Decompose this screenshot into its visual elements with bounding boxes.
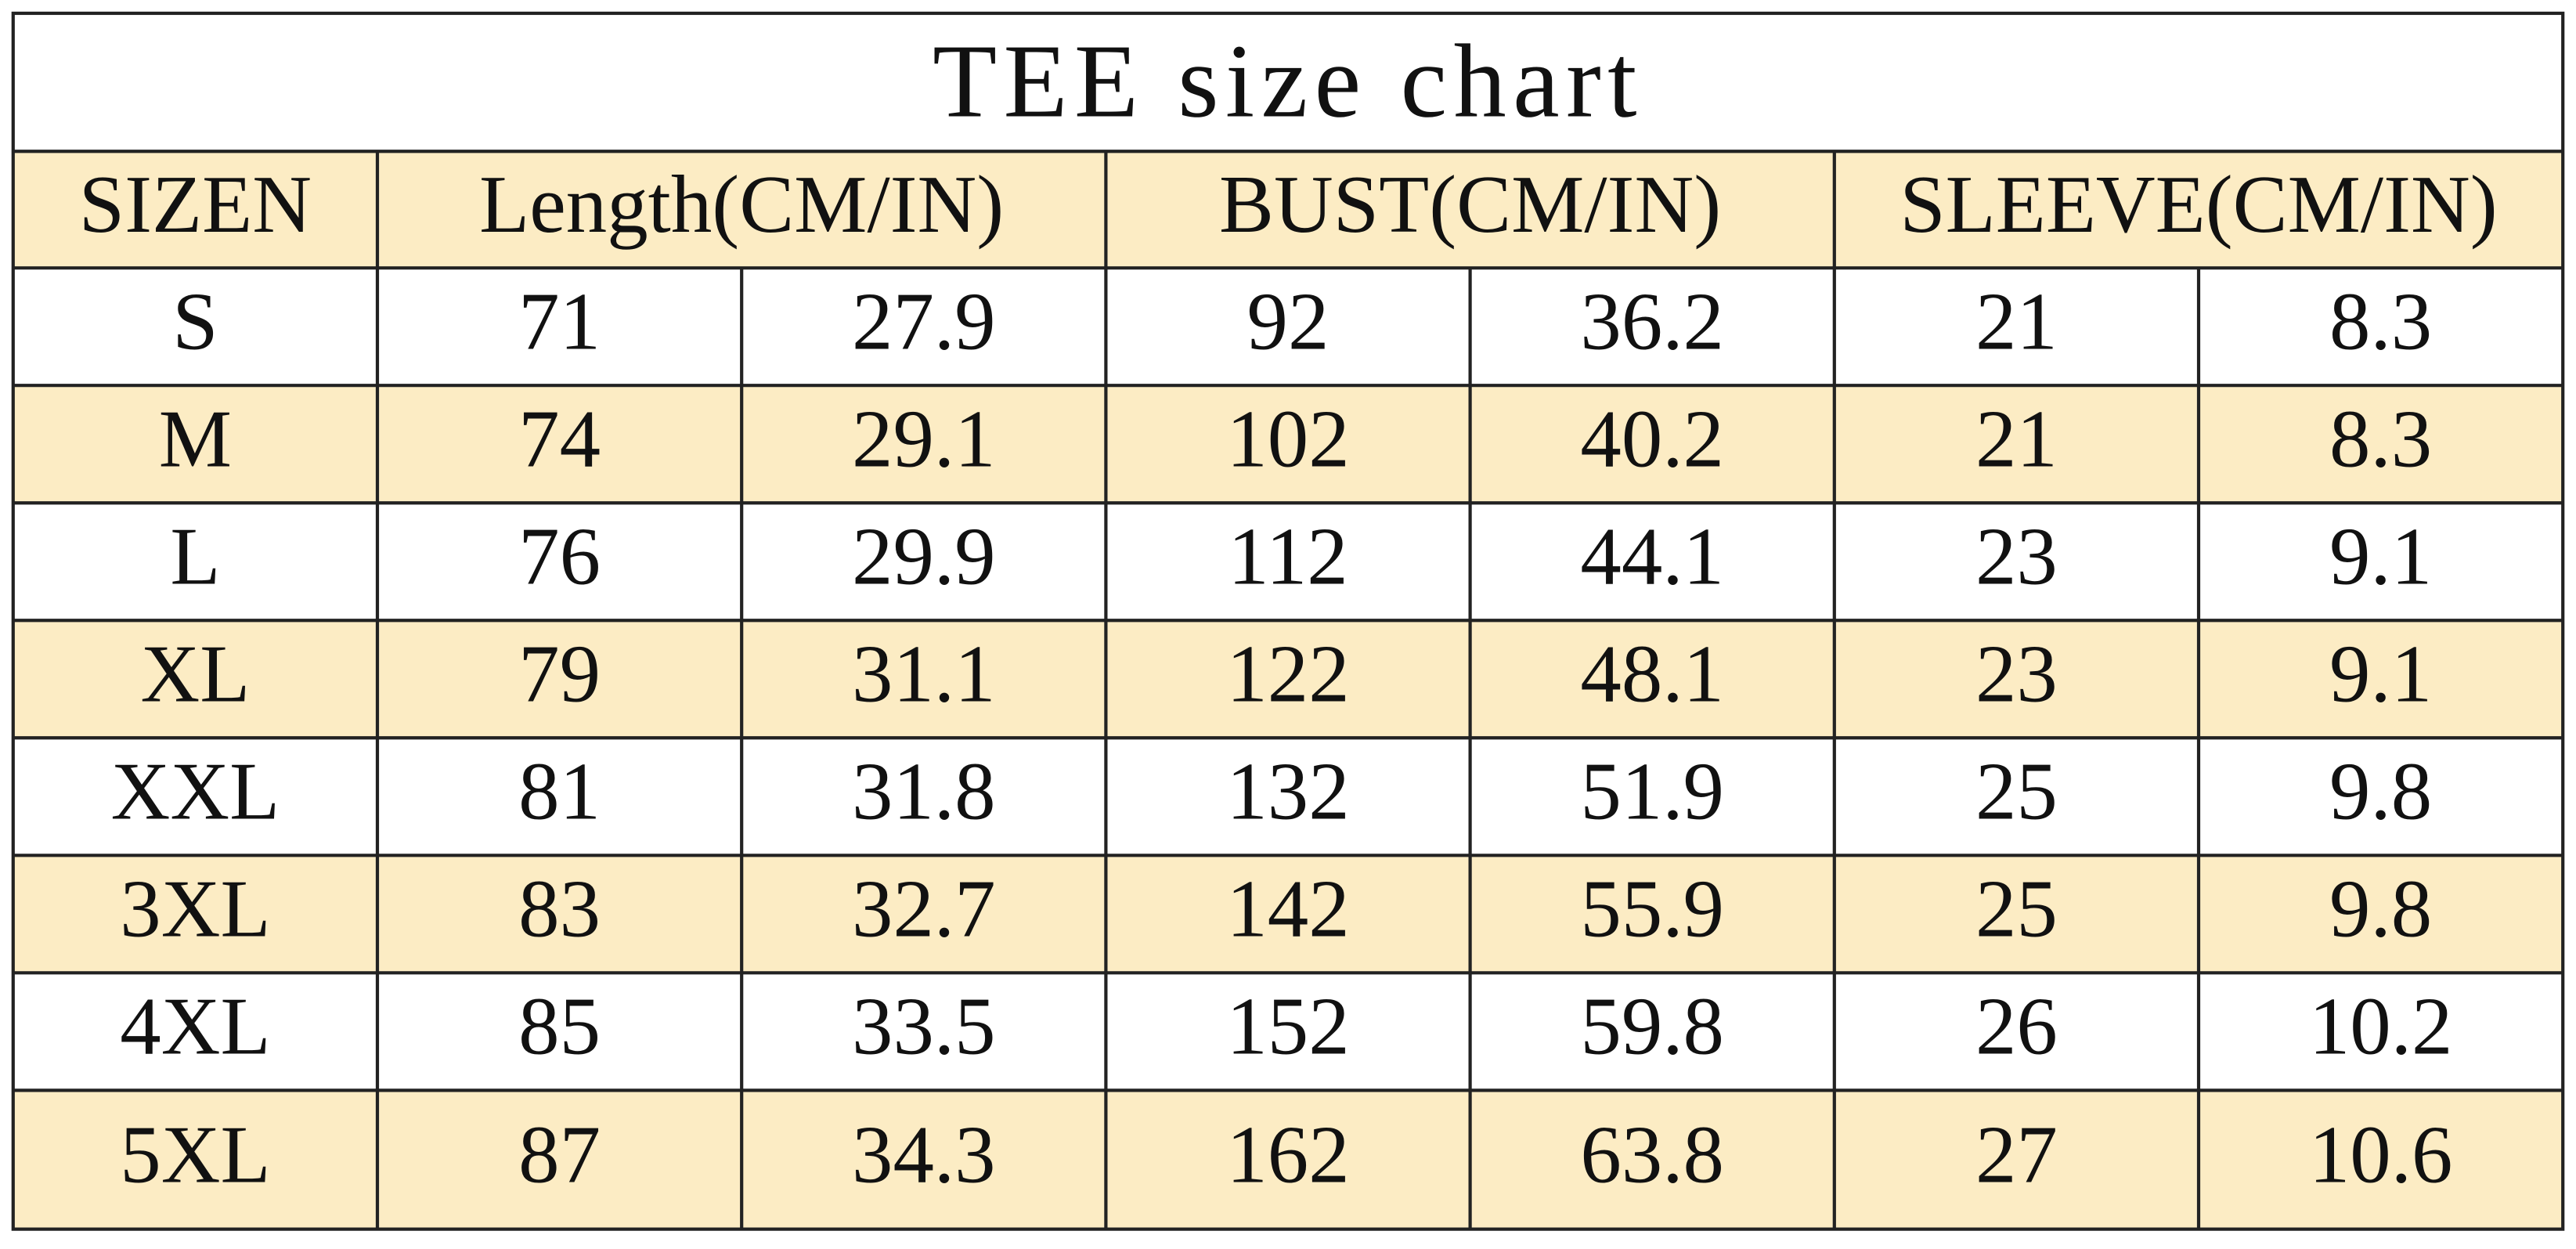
cell-value: 27 bbox=[1975, 1109, 2058, 1200]
size-label: 3XL bbox=[120, 864, 270, 955]
cell-value: 76 bbox=[518, 511, 601, 602]
size-label: XXL bbox=[111, 746, 280, 837]
cell-value: 32.7 bbox=[852, 864, 996, 955]
size-label: 4XL bbox=[120, 981, 270, 1072]
cell-value: 8.3 bbox=[2329, 276, 2432, 366]
row-fill bbox=[13, 855, 2563, 973]
size-label: M bbox=[159, 393, 232, 484]
cell-value: 8.3 bbox=[2329, 393, 2432, 484]
size-label: XL bbox=[140, 629, 250, 720]
cell-value: 29.1 bbox=[852, 393, 996, 484]
cell-value: 25 bbox=[1975, 746, 2058, 837]
cell-value: 9.8 bbox=[2329, 746, 2432, 837]
header-fill bbox=[13, 151, 2563, 269]
cell-value: 51.9 bbox=[1580, 746, 1724, 837]
cell-value: 9.1 bbox=[2329, 629, 2432, 720]
row-fill bbox=[13, 620, 2563, 738]
cell-value: 63.8 bbox=[1580, 1109, 1724, 1200]
cell-value: 102 bbox=[1226, 393, 1349, 484]
cell-value: 31.8 bbox=[852, 746, 996, 837]
cell-value: 25 bbox=[1975, 864, 2058, 955]
cell-value: 152 bbox=[1226, 981, 1349, 1072]
cell-value: 85 bbox=[518, 981, 601, 1072]
cell-value: 162 bbox=[1226, 1109, 1349, 1200]
cell-value: 29.9 bbox=[852, 511, 996, 602]
column-header: SLEEVE(CM/IN) bbox=[1900, 159, 2497, 250]
cell-value: 81 bbox=[518, 746, 601, 837]
cell-value: 83 bbox=[518, 864, 601, 955]
cell-value: 36.2 bbox=[1580, 276, 1724, 366]
cell-value: 10.2 bbox=[2309, 981, 2453, 1072]
cell-value: 21 bbox=[1975, 276, 2058, 366]
cell-value: 142 bbox=[1226, 864, 1349, 955]
row-fill bbox=[13, 1090, 2563, 1229]
title: TEE size chart bbox=[933, 23, 1643, 139]
column-header: SIZEN bbox=[79, 159, 312, 250]
size-label: 5XL bbox=[120, 1109, 270, 1200]
cell-value: 27.9 bbox=[852, 276, 996, 366]
cell-value: 112 bbox=[1228, 511, 1348, 602]
cell-value: 9.8 bbox=[2329, 864, 2432, 955]
cells: SIZEN Length(CM/IN) BUST(CM/IN) SLEEVE(CM/I… bbox=[79, 159, 2498, 1200]
cell-value: 31.1 bbox=[852, 629, 996, 720]
size-label: S bbox=[172, 276, 218, 366]
cell-value: 23 bbox=[1975, 629, 2058, 720]
cell-value: 59.8 bbox=[1580, 981, 1724, 1072]
cell-value: 87 bbox=[518, 1109, 601, 1200]
column-header: Length(CM/IN) bbox=[479, 159, 1004, 250]
cell-value: 26 bbox=[1975, 981, 2058, 1072]
cell-value: 55.9 bbox=[1580, 864, 1724, 955]
cell-value: 34.3 bbox=[852, 1109, 996, 1200]
cell-value: 10.6 bbox=[2309, 1109, 2453, 1200]
cell-value: 33.5 bbox=[852, 981, 996, 1072]
cell-value: 74 bbox=[518, 393, 601, 484]
cell-value: 9.1 bbox=[2329, 511, 2432, 602]
cell-value: 92 bbox=[1247, 276, 1329, 366]
cell-value: 48.1 bbox=[1580, 629, 1724, 720]
cell-value: 71 bbox=[518, 276, 601, 366]
cell-value: 23 bbox=[1975, 511, 2058, 602]
size-label: L bbox=[170, 511, 220, 602]
cell-value: 122 bbox=[1226, 629, 1349, 720]
row-fills bbox=[13, 151, 2563, 1229]
column-header: BUST(CM/IN) bbox=[1219, 159, 1721, 250]
cell-value: 40.2 bbox=[1580, 393, 1724, 484]
row-fill bbox=[13, 385, 2563, 504]
grid bbox=[11, 11, 2565, 1231]
cell-value: 132 bbox=[1226, 746, 1349, 837]
cell-value: 79 bbox=[518, 629, 601, 720]
cell-value: 44.1 bbox=[1580, 511, 1724, 602]
cell-value: 21 bbox=[1975, 393, 2058, 484]
